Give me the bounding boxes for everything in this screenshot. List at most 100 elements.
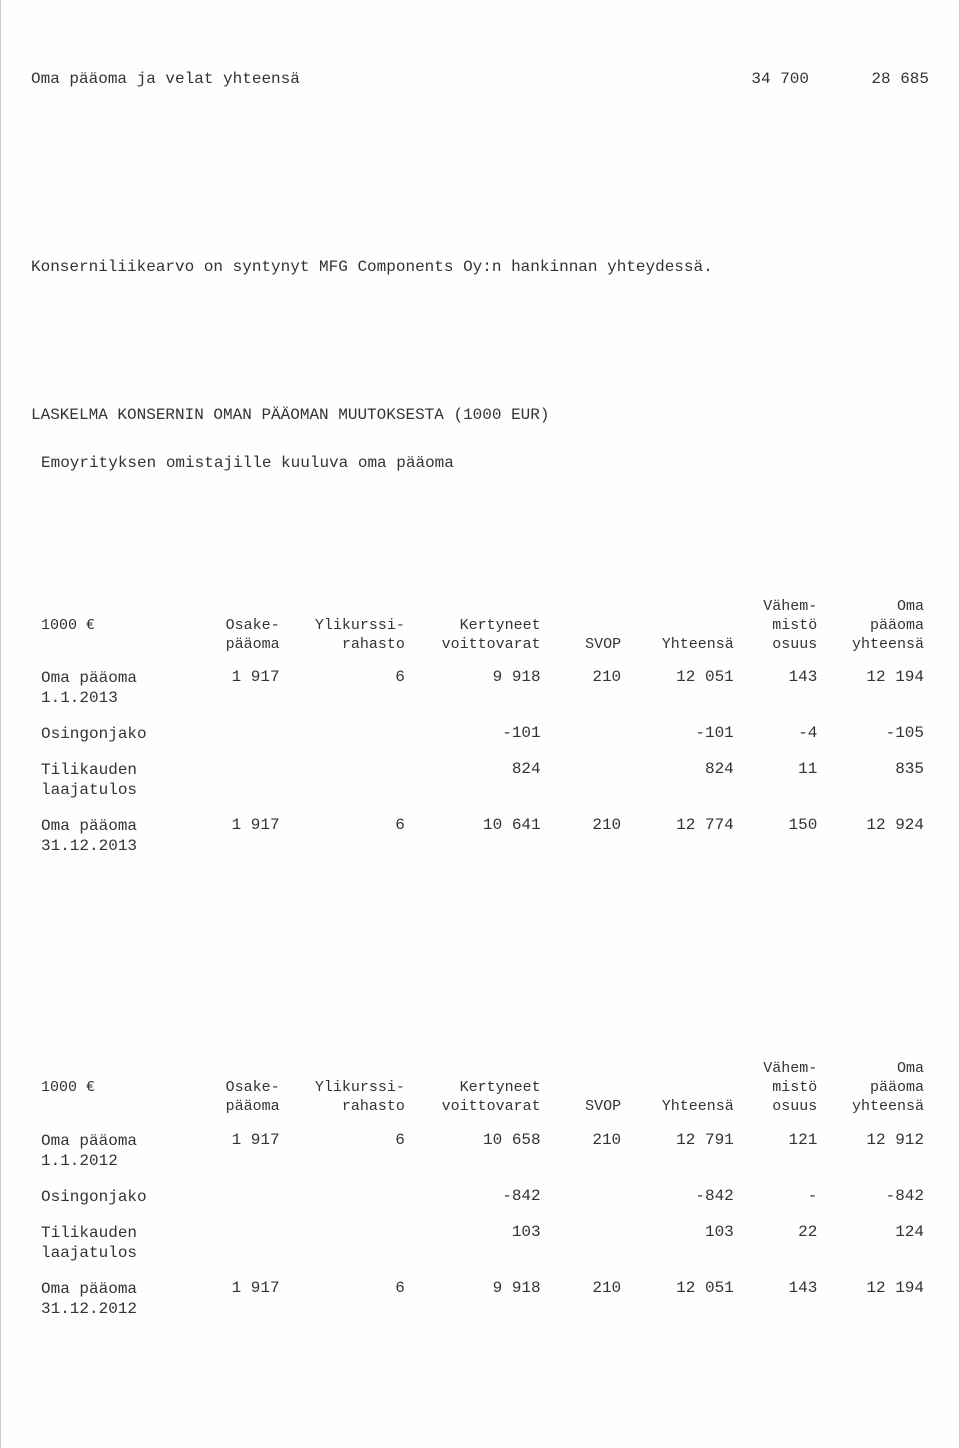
cell-value: 11	[736, 752, 820, 808]
row-label-line: Tilikauden	[41, 1223, 191, 1243]
row-label-line: 1.1.2012	[41, 1151, 191, 1171]
header-svop: SVOP	[543, 1054, 627, 1122]
cell-value: 6	[282, 660, 407, 716]
cell-value: 6	[282, 808, 407, 864]
cell-value: -842	[626, 1179, 736, 1215]
header-retained-earnings: Kertyneet voittovarat	[407, 592, 543, 660]
cell-value: 22	[736, 1215, 820, 1271]
row-label: Oma pääoma1.1.2013	[31, 660, 193, 716]
row-label: Oma pääoma1.1.2012	[31, 1123, 193, 1179]
cell-value: 103	[407, 1215, 543, 1271]
section-title: LASKELMA KONSERNIN OMAN PÄÄOMAN MUUTOKSE…	[31, 406, 929, 424]
cell-value: -105	[819, 716, 929, 752]
section-subtitle: Emoyrityksen omistajille kuuluva oma pää…	[41, 454, 929, 472]
row-label: Tilikaudenlaajatulos	[31, 1215, 193, 1271]
table-header-row: 1000 € Osake- pääoma Ylikurssi- rahasto …	[31, 1054, 929, 1122]
cell-value: -101	[626, 716, 736, 752]
table-row: Oma pääoma1.1.20121 917610 65821012 7911…	[31, 1123, 929, 1179]
header-unit: 1000 €	[31, 1054, 193, 1122]
row-label: Tilikaudenlaajatulos	[31, 752, 193, 808]
totals-row: Oma pääoma ja velat yhteensä 34 700 28 6…	[31, 70, 929, 88]
cell-value: 12 912	[819, 1123, 929, 1179]
cell-value: 6	[282, 1123, 407, 1179]
table-row: Osingonjako-101-101-4-105	[31, 716, 929, 752]
cell-value: 143	[736, 1271, 820, 1327]
cell-value: 124	[819, 1215, 929, 1271]
table-row: Oma pääoma31.12.20131 917610 64121012 77…	[31, 808, 929, 864]
row-label-line: laajatulos	[41, 780, 191, 800]
cell-value: 12 051	[626, 660, 736, 716]
cell-value: 9 918	[407, 1271, 543, 1327]
totals-value-1: 34 700	[689, 70, 809, 88]
cell-value	[282, 1179, 407, 1215]
cell-value: 210	[543, 1271, 627, 1327]
cell-value: 210	[543, 660, 627, 716]
cell-value	[193, 752, 282, 808]
cell-value	[282, 716, 407, 752]
row-label-line: Oma pääoma	[41, 1131, 191, 1151]
row-label-line: 31.12.2013	[41, 836, 191, 856]
table-row: Oma pääoma31.12.20121 91769 91821012 051…	[31, 1271, 929, 1327]
header-equity-total: Oma pääoma yhteensä	[819, 1054, 929, 1122]
header-premium-fund: Ylikurssi- rahasto	[282, 1054, 407, 1122]
cell-value: 150	[736, 808, 820, 864]
cell-value	[543, 752, 627, 808]
row-label-line: Osingonjako	[41, 1187, 191, 1207]
row-label: Osingonjako	[31, 716, 193, 752]
table-row: Tilikaudenlaajatulos10310322124	[31, 1215, 929, 1271]
header-total: Yhteensä	[626, 592, 736, 660]
cell-value: 12 194	[819, 660, 929, 716]
cell-value: -101	[407, 716, 543, 752]
row-label: Oma pääoma31.12.2012	[31, 1271, 193, 1327]
cell-value	[282, 1215, 407, 1271]
cell-value: 835	[819, 752, 929, 808]
table-row: Osingonjako-842-842--842	[31, 1179, 929, 1215]
cell-value: 1 917	[193, 660, 282, 716]
goodwill-note: Konserniliikearvo on syntynyt MFG Compon…	[31, 258, 929, 276]
cell-value: 12 791	[626, 1123, 736, 1179]
cell-value: 9 918	[407, 660, 543, 716]
header-svop: SVOP	[543, 592, 627, 660]
cell-value: -	[736, 1179, 820, 1215]
cell-value: 6	[282, 1271, 407, 1327]
row-label-line: Oma pääoma	[41, 816, 191, 836]
cell-value	[543, 1215, 627, 1271]
cell-value: -842	[407, 1179, 543, 1215]
cell-value: -842	[819, 1179, 929, 1215]
cell-value	[282, 752, 407, 808]
cell-value: 824	[626, 752, 736, 808]
cell-value: -4	[736, 716, 820, 752]
cell-value: 10 658	[407, 1123, 543, 1179]
equity-table-2013: 1000 € Osake- pääoma Ylikurssi- rahasto …	[31, 592, 929, 864]
row-label-line: Oma pääoma	[41, 668, 191, 688]
totals-label: Oma pääoma ja velat yhteensä	[31, 70, 689, 88]
row-label: Oma pääoma31.12.2013	[31, 808, 193, 864]
totals-values: 34 700 28 685	[689, 70, 929, 88]
row-label-line: 1.1.2013	[41, 688, 191, 708]
page-container: Oma pääoma ja velat yhteensä 34 700 28 6…	[0, 0, 960, 1448]
cell-value	[193, 1215, 282, 1271]
cell-value: 1 917	[193, 1123, 282, 1179]
header-minority: Vähem- mistö osuus	[736, 1054, 820, 1122]
table-row: Tilikaudenlaajatulos82482411835	[31, 752, 929, 808]
row-label-line: Osingonjako	[41, 724, 191, 744]
header-premium-fund: Ylikurssi- rahasto	[282, 592, 407, 660]
cell-value: 824	[407, 752, 543, 808]
header-equity-total: Oma pääoma yhteensä	[819, 592, 929, 660]
cell-value: 210	[543, 808, 627, 864]
cell-value: 1 917	[193, 1271, 282, 1327]
row-label-line: Tilikauden	[41, 760, 191, 780]
table-header-row: 1000 € Osake- pääoma Ylikurssi- rahasto …	[31, 592, 929, 660]
cell-value	[543, 1179, 627, 1215]
cell-value: 103	[626, 1215, 736, 1271]
cell-value: 1 917	[193, 808, 282, 864]
cell-value: 143	[736, 660, 820, 716]
cell-value: 12 051	[626, 1271, 736, 1327]
totals-value-2: 28 685	[809, 70, 929, 88]
equity-table-2012: 1000 € Osake- pääoma Ylikurssi- rahasto …	[31, 1054, 929, 1326]
cell-value: 121	[736, 1123, 820, 1179]
row-label-line: laajatulos	[41, 1243, 191, 1263]
cell-value: 210	[543, 1123, 627, 1179]
header-minority: Vähem- mistö osuus	[736, 592, 820, 660]
cell-value	[543, 716, 627, 752]
